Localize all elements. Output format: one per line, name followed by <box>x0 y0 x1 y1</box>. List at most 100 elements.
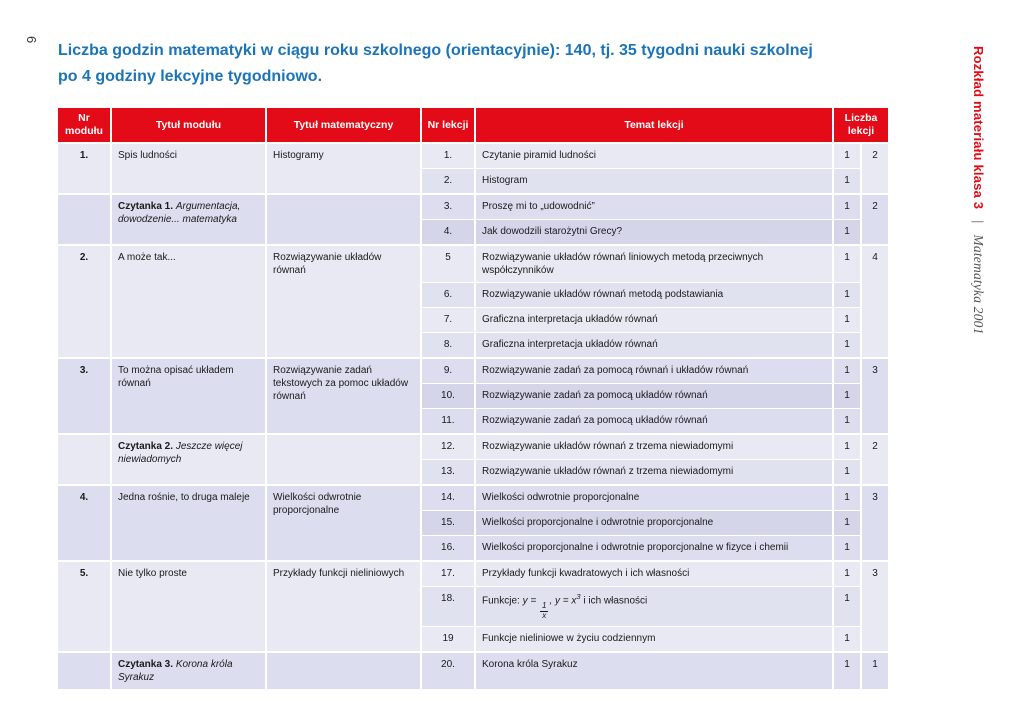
module-number-cell: 1. <box>58 144 110 193</box>
group-total: 3 <box>862 562 888 651</box>
lesson-count: 1 <box>834 460 860 484</box>
lesson-count: 1 <box>834 626 860 651</box>
lesson-topic: Rozwiązywanie zadań za pomocą równań i u… <box>476 359 832 383</box>
lesson-number: 14. <box>422 486 474 510</box>
page-title: Liczba godzin matematyki w ciągu roku sz… <box>58 38 898 89</box>
lesson-number: 5 <box>422 246 474 282</box>
title-hours-number: 140 <box>564 42 592 59</box>
page-number: 6 <box>24 36 39 44</box>
side-caption-subtitle: Matematyka 2001 <box>971 234 986 335</box>
lesson-count: 1 <box>834 220 860 244</box>
lesson-number: 16. <box>422 536 474 560</box>
lesson-topic: Rozwiązywanie układów równań z trzema ni… <box>476 460 832 484</box>
lesson-topic: Graficzna interpretacja układów równań <box>476 333 832 357</box>
lesson-count: 1 <box>834 652 860 689</box>
module-number-cell: 3. <box>58 359 110 433</box>
module-title-cell: To można opisać układem równań <box>112 359 265 433</box>
module-number-cell <box>58 435 110 484</box>
czytanka-label: Czytanka 3. <box>118 658 176 670</box>
lesson-count: 1 <box>834 562 860 586</box>
czytanka-title: Jeszcze więcej niewiadomych <box>118 441 243 465</box>
table-body: 1. Spis ludności Histogramy 1. Czytanie pira… <box>58 144 888 689</box>
module-title-cell: A może tak... <box>112 246 265 357</box>
module-number-cell: 2. <box>58 246 110 357</box>
module-title-cell: Czytanka 3. Korona króla Syrakuz <box>112 652 265 689</box>
module-title-cell: Jedna rośnie, to druga maleje <box>112 486 265 560</box>
side-caption-separator: | <box>971 220 986 224</box>
lesson-number: 15. <box>422 511 474 535</box>
header-liczba-lekcji: Liczba lekcji <box>834 108 888 142</box>
lesson-topic: Wielkości proporcjonalne i odwrotnie pro… <box>476 511 832 535</box>
math-title-cell <box>267 435 420 484</box>
math-title-cell: Rozwiązywanie zadań tekstowych za pomoc … <box>267 359 420 433</box>
czytanka-title: Argumentacja, dowodzenie... matematyka <box>118 201 241 225</box>
side-caption-title: Rozkład materiału klasa 3 <box>971 46 986 210</box>
czytanka-title: Korona króla Syrakuz <box>118 658 233 683</box>
header-nr-lekcji: Nr lekcji <box>422 108 474 142</box>
group-total: 2 <box>862 144 888 193</box>
module-group: Czytanka 2. Jeszcze więcej niewiadomych 1… <box>58 435 888 484</box>
module-title-cell: Nie tylko proste <box>112 562 265 651</box>
module-group: Czytanka 3. Korona króla Syrakuz 20. Koron… <box>58 652 888 689</box>
lesson-number: 8. <box>422 333 474 357</box>
lesson-number: 11. <box>422 409 474 433</box>
header-tytul-matematyczny: Tytuł matematyczny <box>267 108 420 142</box>
lesson-count: 1 <box>834 144 860 168</box>
lesson-count: 1 <box>834 384 860 408</box>
lesson-topic: Jak dowodzili starożytni Grecy? <box>476 220 832 244</box>
lesson-count: 1 <box>834 409 860 433</box>
lesson-number: 6. <box>422 283 474 307</box>
lesson-number: 1. <box>422 144 474 168</box>
lesson-topic: Funkcje nieliniowe w życiu codziennym <box>476 626 832 651</box>
lesson-topic: Czytanie piramid ludności <box>476 144 832 168</box>
lesson-topic: Rozwiązywanie układów równań liniowych m… <box>476 246 832 282</box>
lesson-number: 13. <box>422 460 474 484</box>
header-tytul-modulu: Tytuł modułu <box>112 108 265 142</box>
lesson-count: 1 <box>834 333 860 357</box>
module-title-cell: Spis ludności <box>112 144 265 193</box>
header-nr-modulu: Nr modułu <box>58 108 110 142</box>
math-title-cell: Wielkości odwrotnie proporcjonalne <box>267 486 420 560</box>
group-total: 2 <box>862 195 888 244</box>
superscript: 3 <box>576 592 581 601</box>
module-group: 3. To można opisać układem równań Rozwiązy… <box>58 359 888 433</box>
lesson-topic: Graficzna interpretacja układów równań <box>476 308 832 332</box>
lesson-topic: Histogram <box>476 169 832 193</box>
module-group: 5. Nie tylko proste Przykłady funkcji niel… <box>58 562 888 651</box>
curriculum-table: Nr modułu Tytuł modułu Tytuł matematyczn… <box>58 108 888 689</box>
math-title-cell <box>267 195 420 244</box>
lesson-number: 4. <box>422 220 474 244</box>
module-number-cell <box>58 652 110 689</box>
title-suffix: , tj. 35 tygodni nauki szkolnej <box>591 42 813 59</box>
group-total: 2 <box>862 435 888 484</box>
math-title-cell: Przykłady funkcji nieliniowych <box>267 562 420 651</box>
title-prefix: Liczba godzin matematyki w ciągu roku sz… <box>58 42 565 59</box>
module-number-cell: 4. <box>58 486 110 560</box>
module-group: Czytanka 1. Argumentacja, dowodzenie... … <box>58 195 888 244</box>
lesson-count: 1 <box>834 587 860 626</box>
lesson-number: 18. <box>422 587 474 626</box>
formula-prefix: Funkcje: <box>482 595 523 607</box>
lesson-number: 17. <box>422 562 474 586</box>
lesson-number: 2. <box>422 169 474 193</box>
lesson-count: 1 <box>834 246 860 282</box>
lesson-number: 12. <box>422 435 474 459</box>
module-number-cell <box>58 195 110 244</box>
lesson-count: 1 <box>834 169 860 193</box>
lesson-topic: Proszę mi to „udowodnić” <box>476 195 832 219</box>
lesson-number: 10. <box>422 384 474 408</box>
math-title-cell: Histogramy <box>267 144 420 193</box>
lesson-count: 1 <box>834 536 860 560</box>
fraction-numerator: 1 <box>541 601 547 611</box>
group-total: 3 <box>862 486 888 560</box>
side-caption: Rozkład materiału klasa 3 | Matematyka 2… <box>970 46 986 335</box>
module-group: 1. Spis ludności Histogramy 1. Czytanie pira… <box>58 144 888 193</box>
lesson-count: 1 <box>834 486 860 510</box>
table-header: Nr modułu Tytuł modułu Tytuł matematyczn… <box>58 108 888 142</box>
czytanka-label: Czytanka 2. <box>118 441 176 452</box>
group-total: 1 <box>862 652 888 689</box>
fraction-denominator: x <box>540 611 549 621</box>
math-title-cell: Rozwiązywanie układów równań <box>267 246 420 357</box>
lesson-count: 1 <box>834 283 860 307</box>
